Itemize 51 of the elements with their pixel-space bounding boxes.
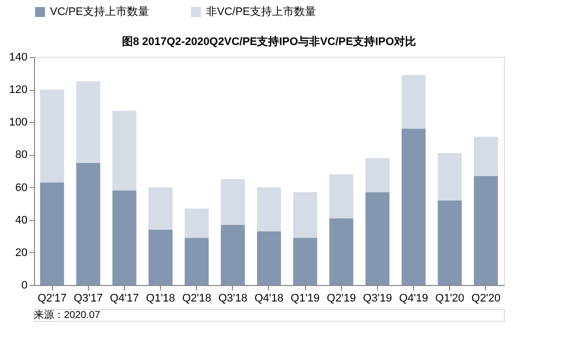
bar xyxy=(438,153,462,200)
y-tick-label: 60 xyxy=(15,182,28,194)
bar xyxy=(112,110,136,191)
bar xyxy=(293,192,318,238)
x-tick-label: Q2'19 xyxy=(326,292,356,304)
y-tick-label: 140 xyxy=(9,52,28,64)
x-tick-label: Q1'19 xyxy=(290,292,320,304)
y-tick-label: 80 xyxy=(15,149,28,162)
bar xyxy=(329,218,354,285)
x-tick-label: Q3'19 xyxy=(362,292,392,304)
x-tick-label: Q1'20 xyxy=(435,292,464,304)
legend-label: VC/PE支持上市数量 xyxy=(50,5,150,18)
bar xyxy=(438,200,462,285)
bar xyxy=(474,176,498,285)
bar xyxy=(257,187,281,232)
bar xyxy=(474,136,498,176)
bar xyxy=(365,158,390,192)
x-tick-label: Q3'18 xyxy=(218,292,248,304)
bar xyxy=(220,224,245,285)
legend-label: 非VC/PE支持上市数量 xyxy=(206,5,316,18)
bar xyxy=(402,74,426,129)
x-tick-label: Q2'18 xyxy=(182,292,212,304)
y-tick-label: 40 xyxy=(15,214,28,226)
bar xyxy=(40,182,64,285)
x-tick-label: Q1'18 xyxy=(146,292,176,304)
y-tick-label: 120 xyxy=(9,84,28,96)
bar xyxy=(220,179,245,225)
x-tick-label: Q3'17 xyxy=(74,292,103,304)
bar xyxy=(184,208,209,238)
bar xyxy=(293,238,318,285)
bar xyxy=(184,238,209,285)
bar xyxy=(329,174,354,218)
bar xyxy=(257,231,281,285)
bar xyxy=(76,81,100,163)
x-tick-label: Q4'18 xyxy=(254,292,284,304)
bar xyxy=(148,230,173,285)
x-tick-label: Q2'20 xyxy=(471,292,500,304)
chart-title: 图8 2017Q2-2020Q2VC/PE支持IPO与非VC/PE支持IPO对比 xyxy=(122,35,416,48)
bar xyxy=(40,90,64,182)
bar xyxy=(112,190,136,285)
y-tick-label: 100 xyxy=(9,116,28,129)
bar xyxy=(148,187,173,230)
bar xyxy=(76,162,100,285)
source-note: 来源：2020.07 xyxy=(34,309,101,321)
bar xyxy=(365,192,390,285)
x-tick-label: Q2'17 xyxy=(38,292,67,304)
bar xyxy=(402,128,426,285)
x-tick-label: Q4'17 xyxy=(110,292,139,304)
y-tick-label: 0 xyxy=(21,280,28,292)
x-tick-label: Q4'19 xyxy=(399,292,428,304)
y-tick-label: 20 xyxy=(15,246,28,259)
